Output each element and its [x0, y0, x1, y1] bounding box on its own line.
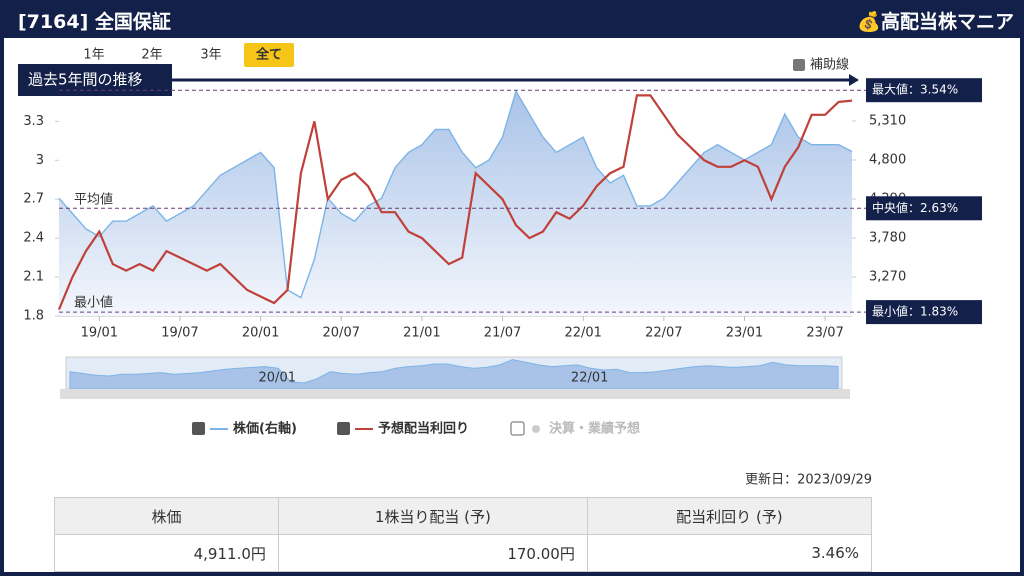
reference-label: 最大値：3.54% — [872, 82, 958, 97]
x-tick-label: 19/07 — [161, 326, 198, 341]
y-tick-label: 3 — [36, 153, 44, 168]
y2-tick-label: 4,800 — [869, 153, 906, 168]
legend-check[interactable] — [510, 421, 525, 436]
y-tick-label: 3.3 — [23, 114, 44, 129]
page-title: [7164] 全国保証 — [18, 11, 171, 33]
brand: 💰高配当株マニア — [857, 11, 1014, 33]
annotation: 最小値 — [74, 295, 113, 311]
annotation: 平均値 — [74, 192, 113, 208]
reference-box — [866, 78, 982, 103]
reference-box — [866, 300, 982, 325]
tab[interactable]: 3年 — [200, 48, 221, 63]
reference-box — [866, 196, 982, 221]
x-tick-label: 20/01 — [242, 326, 279, 341]
reference-label: 最小値：1.83% — [872, 304, 958, 319]
series-line — [57, 94, 853, 310]
title-bar: [7164] 全国保証 💰高配当株マニア — [4, 0, 1020, 38]
x-tick-label: 22/01 — [564, 326, 601, 341]
navigator-area — [69, 359, 839, 390]
brand-name: 高配当株マニア — [880, 11, 1014, 33]
y-tick-label: 2.7 — [23, 192, 44, 207]
legend-label[interactable]: 決算・業績予想 — [549, 421, 640, 437]
reference-label: 中央値：2.63% — [872, 200, 958, 215]
scrollbar[interactable] — [60, 389, 850, 399]
x-tick-label: 23/07 — [806, 326, 843, 341]
tab[interactable]: 2年 — [141, 48, 162, 63]
y2-tick-label: 3,780 — [869, 231, 906, 246]
legend-label[interactable]: 株価(右軸) — [233, 421, 297, 437]
tab-active[interactable] — [244, 43, 294, 67]
th: 配当利回り (予) — [586, 497, 873, 535]
updated-date: 更新日：2023/09/29 — [745, 472, 872, 488]
y2-tick-label: 5,310 — [869, 114, 906, 129]
x-tick-label: 22/07 — [645, 326, 682, 341]
td: 170.00円 — [277, 534, 588, 572]
banner-arrowhead — [849, 74, 859, 86]
aux-label: 補助線 — [810, 57, 849, 73]
x-tick-label: 21/07 — [484, 326, 521, 341]
price-area — [59, 91, 852, 316]
tab[interactable]: 1年 — [83, 48, 104, 63]
series-line — [58, 89, 853, 299]
navigator-label: 20/01 — [259, 371, 296, 386]
th: 株価 — [54, 497, 279, 535]
x-tick-label: 23/01 — [726, 326, 763, 341]
checkbox[interactable] — [793, 59, 805, 71]
legend-check[interactable] — [192, 422, 205, 435]
banner-text: 過去5年間の推移 — [28, 71, 143, 89]
td: 3.46% — [586, 534, 873, 572]
navigator-label: 22/01 — [571, 371, 608, 386]
x-tick-label: 20/07 — [323, 326, 360, 341]
y-tick-label: 2.1 — [23, 270, 44, 285]
th: 1株当り配当 (予) — [277, 497, 588, 535]
legend-dot — [532, 425, 540, 433]
summary-table: 株価 1株当り配当 (予) 配当利回り (予) 4,911.0円 170.00円 3.4… — [54, 497, 873, 572]
y-tick-label: 1.8 — [23, 309, 44, 324]
x-tick-label: 19/01 — [81, 326, 118, 341]
y-tick-label: 2.4 — [23, 231, 44, 246]
legend-label[interactable]: 予想配当利回り — [378, 421, 469, 437]
x-tick-label: 21/01 — [403, 326, 440, 341]
y2-tick-label: 3,270 — [869, 270, 906, 285]
td: 4,911.0円 — [54, 534, 279, 572]
tab[interactable]: 全て — [255, 47, 282, 63]
legend-check[interactable] — [337, 422, 350, 435]
